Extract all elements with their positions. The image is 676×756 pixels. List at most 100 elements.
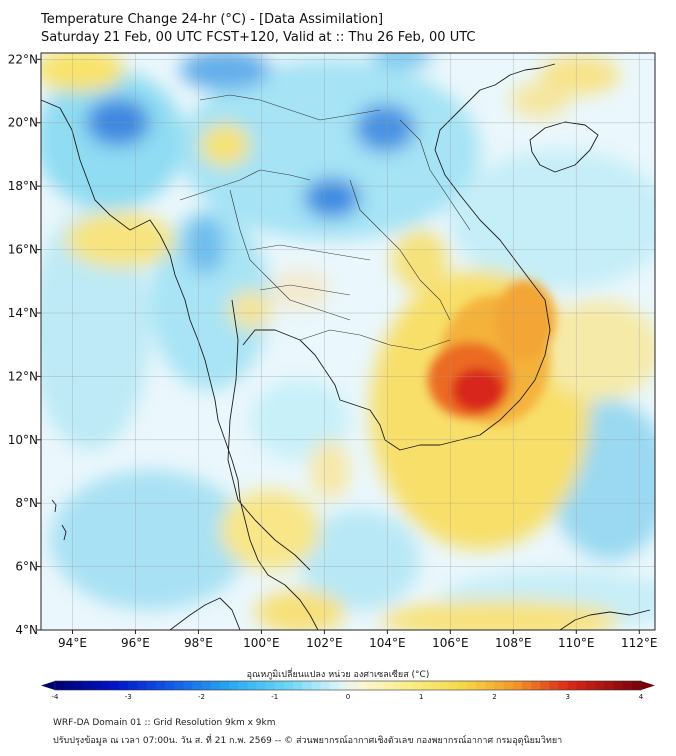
colorbar-bin	[192, 681, 202, 690]
colorbar-bin	[210, 681, 221, 690]
colorbar-tick-label: 4	[639, 693, 644, 701]
colorbar-bin	[146, 681, 157, 690]
colorbar-bin	[55, 681, 65, 690]
colorbar-bin	[576, 681, 587, 690]
colorbar-bin	[155, 681, 166, 690]
colorbar-tick-label: 0	[346, 693, 350, 701]
lat-tick-label: 14°N	[8, 306, 38, 320]
colorbar-bin	[329, 681, 340, 690]
lon-tick-label: 112°E	[621, 636, 658, 650]
colorbar-bin	[293, 681, 303, 690]
colorbar-bin	[476, 681, 486, 690]
colorbar-bin	[247, 681, 257, 690]
colorbar-bin	[631, 681, 642, 690]
colorbar-tick-label: 1	[419, 693, 423, 701]
lon-tick-label: 98°E	[184, 636, 213, 650]
colorbar-bin	[567, 681, 578, 690]
colorbar-tick-label: 2	[492, 693, 496, 701]
lat-tick-label: 6°N	[15, 560, 38, 574]
colorbar-bin	[421, 681, 431, 690]
colorbar-bin	[64, 681, 74, 690]
map-frame	[40, 52, 656, 631]
coastline	[41, 63, 651, 630]
colorbar-bin	[201, 681, 212, 690]
colorbar-bin	[393, 681, 404, 690]
colorbar-tick-label: -4	[52, 693, 60, 701]
footer-credit: ปรับปรุงข้อมูล ณ เวลา 07:00น. วัน ส. ที่…	[53, 736, 563, 746]
colorbar-bin	[531, 681, 541, 690]
lat-tick-label: 4°N	[15, 623, 38, 637]
lon-tick-label: 104°E	[369, 636, 406, 650]
lat-tick-label: 8°N	[15, 496, 38, 510]
colorbar-bin	[366, 681, 376, 690]
longitude-axis: 94°E 96°E 98°E 100°E 102°E 104°E 106°E 108°E 110…	[58, 630, 658, 650]
temperature-field	[41, 53, 655, 630]
colorbar-outline	[54, 680, 642, 691]
colorbar-bin	[256, 681, 266, 690]
colorbar-bin	[503, 681, 514, 690]
colorbar-tick-label: -2	[198, 693, 205, 701]
colorbar-bin	[430, 681, 440, 690]
lon-tick-label: 108°E	[495, 636, 532, 650]
lon-tick-label: 100°E	[243, 636, 280, 650]
colorbar-bin	[137, 681, 147, 690]
lon-tick-label: 102°E	[306, 636, 343, 650]
colorbar-bin	[274, 681, 285, 690]
colorbar-max-extend	[641, 681, 655, 690]
colorbar-bin	[586, 681, 596, 690]
colorbar: -4 -3 -2 -1 0 1 2 3 4	[41, 680, 655, 701]
colorbar-bin	[512, 681, 523, 690]
lon-tick-label: 106°E	[432, 636, 469, 650]
colorbar-bin	[174, 681, 184, 690]
chart-subtitle: Saturday 21 Feb, 00 UTC FCST+120, Valid …	[41, 30, 476, 45]
colorbar-bin	[485, 681, 495, 690]
colorbar-bin	[439, 681, 450, 690]
colorbar-bin	[73, 681, 83, 690]
colorbar-bin	[595, 681, 605, 690]
colorbar-bin	[119, 681, 129, 690]
colorbar-tick-label: -1	[271, 693, 278, 701]
colorbar-bin	[338, 681, 349, 690]
lat-tick-label: 20°N	[8, 116, 38, 130]
lat-tick-label: 10°N	[8, 433, 38, 447]
colorbar-bin	[521, 681, 532, 690]
colorbar-bin	[302, 681, 312, 690]
colorbar-bin	[622, 681, 633, 690]
lon-tick-label: 110°E	[558, 636, 595, 650]
colorbar-bin	[412, 681, 422, 690]
colorbar-bin	[357, 681, 367, 690]
lat-tick-label: 22°N	[8, 52, 38, 66]
colorbar-bin	[100, 681, 111, 690]
colorbar-bin	[219, 681, 230, 690]
colorbar-bin	[109, 681, 120, 690]
latitude-axis: 4°N 6°N 8°N 10°N 12°N 14°N 16°N 18°N 20°N 22°N	[8, 52, 41, 637]
footer-model-info: WRF-DA Domain 01 :: Grid Resolution 9km …	[53, 718, 276, 728]
colorbar-tick-label: -3	[125, 693, 132, 701]
colorbar-bin	[238, 681, 248, 690]
colorbar-bin	[402, 681, 413, 690]
colorbar-bin	[283, 681, 294, 690]
colorbar-bin	[384, 681, 395, 690]
colorbar-min-extend	[41, 681, 55, 690]
colorbar-tick-label: 3	[566, 693, 570, 701]
colorbar-bin	[549, 681, 559, 690]
colorbar-bin	[457, 681, 468, 690]
colorbar-bin	[613, 681, 624, 690]
colorbar-bin	[164, 681, 175, 690]
colorbar-bin	[467, 681, 477, 690]
colorbar-bin	[448, 681, 459, 690]
lat-tick-label: 16°N	[8, 243, 38, 257]
colorbar-bin	[228, 681, 239, 690]
colorbar-bin	[265, 681, 276, 690]
colorbar-bin	[183, 681, 193, 690]
colorbar-bin	[375, 681, 386, 690]
colorbar-bin	[494, 681, 505, 690]
lat-tick-label: 12°N	[8, 369, 38, 383]
lon-tick-label: 94°E	[58, 636, 87, 650]
colorbar-bin	[82, 681, 93, 690]
colorbar-bin	[558, 681, 569, 690]
colorbar-bin	[540, 681, 550, 690]
colorbar-bin	[128, 681, 138, 690]
lon-tick-label: 96°E	[121, 636, 150, 650]
